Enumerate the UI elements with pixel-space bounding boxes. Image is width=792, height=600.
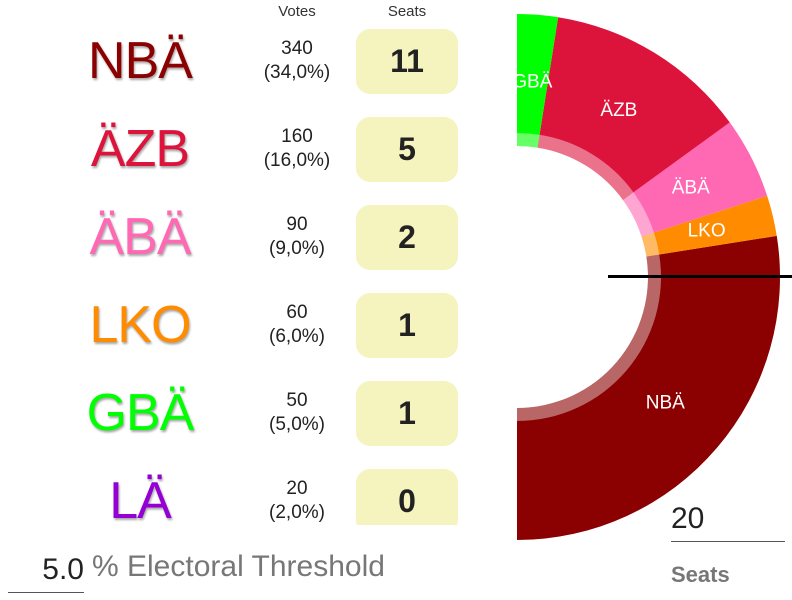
arc-segment: [517, 14, 559, 148]
threshold-input[interactable]: [8, 548, 84, 593]
arc-label: ÄBÄ: [672, 177, 710, 198]
arc-inner-band: [537, 134, 634, 201]
vote-percent: (6,0%): [269, 326, 325, 347]
party-votes: 60 (6,0%): [232, 301, 362, 349]
arc-segment: [517, 235, 780, 541]
vote-count: 90: [286, 214, 308, 235]
semicircle-donut: NBÄ LKO ÄBÄ ÄZB GBÄ: [517, 14, 780, 541]
threshold-label: % Electoral Threshold: [92, 550, 385, 583]
vote-count: 20: [286, 478, 308, 499]
seat-count: 11: [356, 29, 458, 94]
party-votes: 50 (5,0%): [232, 389, 362, 437]
arc-label: GBÄ: [517, 72, 553, 93]
party-name: ÄZB: [90, 120, 190, 178]
arc-segment: [537, 17, 730, 201]
arc-inner-band: [641, 232, 660, 257]
party-name: GBÄ: [86, 384, 195, 442]
arc-inner-band: [517, 254, 662, 421]
seat-distribution-chart: NBÄ LKO ÄBÄ ÄZB GBÄ: [517, 0, 792, 560]
total-seats-label: Seats: [671, 562, 730, 587]
vote-percent: (5,0%): [269, 414, 325, 435]
arc-inner-band: [517, 133, 540, 148]
vote-percent: (16,0%): [263, 150, 331, 171]
vote-count: 60: [286, 302, 308, 323]
total-seats-input[interactable]: [671, 497, 785, 542]
party-name: NBÄ: [88, 32, 193, 90]
seat-count: 0: [356, 469, 458, 525]
party-row: LKO 60 (6,0%) 1: [0, 293, 470, 358]
party-row: LÄ 20 (2,0%) 0: [0, 469, 470, 525]
party-votes: 20 (2,0%): [232, 477, 362, 525]
seat-count: 1: [356, 381, 458, 446]
party-name: LÄ: [109, 472, 172, 525]
vote-count: 160: [281, 126, 313, 147]
party-row: NBÄ 340 (34,0%) 11: [0, 29, 470, 94]
arc-label: LKO: [688, 220, 726, 241]
vote-count: 50: [286, 390, 308, 411]
vote-percent: (2,0%): [269, 502, 325, 523]
arc-segment: [622, 122, 768, 237]
party-votes: 90 (9,0%): [232, 213, 362, 261]
arc-label: ÄZB: [600, 100, 637, 121]
party-row: ÄZB 160 (16,0%) 5: [0, 117, 470, 182]
seat-count: 5: [356, 117, 458, 182]
majority-line: [608, 275, 792, 278]
seats-column-header: Seats: [387, 3, 427, 20]
party-name: LKO: [89, 296, 191, 354]
party-list[interactable]: NBÄ 340 (34,0%) 11 ÄZB 160 (16,0%) 5 ÄBÄ…: [0, 29, 470, 525]
vote-percent: (9,0%): [269, 238, 325, 259]
party-row: GBÄ 50 (5,0%) 1: [0, 381, 470, 446]
arc-inner-band: [622, 192, 654, 237]
seat-count: 2: [356, 205, 458, 270]
vote-count: 340: [281, 38, 313, 59]
party-name: ÄBÄ: [89, 208, 191, 266]
arc-segment: [641, 195, 777, 257]
vote-percent: (34,0%): [263, 62, 331, 83]
votes-column-header: Votes: [278, 3, 316, 20]
arc-label: NBÄ: [646, 393, 685, 414]
party-votes: 160 (16,0%): [232, 125, 362, 173]
party-votes: 340 (34,0%): [232, 37, 362, 85]
party-row: ÄBÄ 90 (9,0%) 2: [0, 205, 470, 270]
seat-count: 1: [356, 293, 458, 358]
